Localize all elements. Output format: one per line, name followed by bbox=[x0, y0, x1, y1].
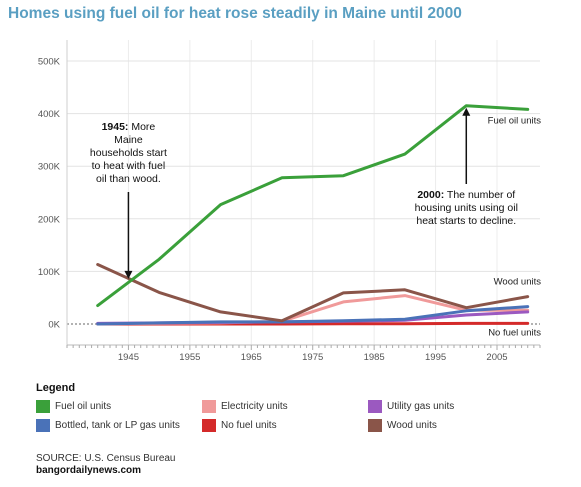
legend-swatch bbox=[36, 418, 50, 432]
end-label-fuel-oil: Fuel oil units bbox=[488, 115, 542, 126]
legend-label: Wood units bbox=[387, 419, 437, 431]
source-text: SOURCE: U.S. Census Bureau bbox=[36, 453, 176, 464]
legend-title: Legend bbox=[36, 382, 76, 394]
legend-grid: Fuel oil units Electricity units Utility… bbox=[36, 398, 576, 433]
annotation-arrowhead-1945 bbox=[124, 270, 133, 279]
x-tick-label: 1945 bbox=[118, 352, 139, 363]
legend-swatch bbox=[202, 418, 216, 432]
series-line-wood-units bbox=[96, 263, 530, 323]
y-tick-label: 0K bbox=[48, 319, 60, 330]
legend-label: Fuel oil units bbox=[55, 400, 112, 412]
source-site: bangordailynews.com bbox=[36, 465, 142, 476]
y-axis: 0K 100K 200K 300K 400K 500K bbox=[38, 40, 68, 345]
source-note: SOURCE: U.S. Census Bureau bangordailyne… bbox=[36, 453, 176, 477]
legend-item-fuel-oil: Fuel oil units bbox=[36, 398, 202, 414]
y-tick-label: 500K bbox=[38, 57, 61, 68]
series-line-bottled-tank-or-lp-gas-units bbox=[96, 305, 530, 326]
series-line-fuel-oil-units bbox=[96, 104, 530, 308]
legend-swatch bbox=[368, 399, 382, 413]
end-label-wood: Wood units bbox=[494, 277, 542, 288]
y-tick-label: 400K bbox=[38, 109, 61, 120]
x-tick-label: 1995 bbox=[425, 352, 446, 363]
legend-label: Bottled, tank or LP gas units bbox=[55, 419, 180, 431]
annotation-arrowhead-2000 bbox=[462, 107, 471, 116]
legend: Legend Fuel oil units Electricity units … bbox=[36, 382, 576, 433]
x-axis: 1945 1955 1965 1975 1985 1995 2005 bbox=[66, 344, 541, 363]
legend-item-no-fuel: No fuel units bbox=[202, 417, 368, 433]
end-label-no-fuel: No fuel units bbox=[488, 327, 541, 338]
x-tick-label: 1965 bbox=[241, 352, 262, 363]
legend-item-electricity: Electricity units bbox=[202, 398, 368, 414]
x-tick-label: 1975 bbox=[302, 352, 323, 363]
legend-item-utility-gas: Utility gas units bbox=[368, 398, 534, 414]
legend-swatch bbox=[36, 399, 50, 413]
series-lines bbox=[96, 104, 530, 326]
annotation-2000: 2000: The number of housing units using o… bbox=[415, 189, 518, 227]
annotation-1945: 1945: More Maine households start to heat w… bbox=[90, 121, 167, 185]
legend-swatch bbox=[368, 418, 382, 432]
legend-item-wood: Wood units bbox=[368, 417, 534, 433]
x-tick-label: 1985 bbox=[364, 352, 385, 363]
x-tick-label: 2005 bbox=[486, 352, 507, 363]
legend-swatch bbox=[202, 399, 216, 413]
legend-item-bottled-gas: Bottled, tank or LP gas units bbox=[36, 417, 202, 433]
series-end-labels: Fuel oil units Wood units No fuel units bbox=[488, 115, 542, 338]
y-tick-label: 100K bbox=[38, 267, 61, 278]
legend-label: Electricity units bbox=[221, 400, 288, 412]
x-tick-label: 1955 bbox=[179, 352, 200, 363]
annotations: 1945: More Maine households start to heat w… bbox=[90, 107, 518, 279]
legend-label: Utility gas units bbox=[387, 400, 455, 412]
y-tick-label: 300K bbox=[38, 162, 61, 173]
legend-label: No fuel units bbox=[221, 419, 277, 431]
y-tick-label: 200K bbox=[38, 214, 61, 225]
chart-title: Homes using fuel oil for heat rose stead… bbox=[8, 5, 462, 22]
